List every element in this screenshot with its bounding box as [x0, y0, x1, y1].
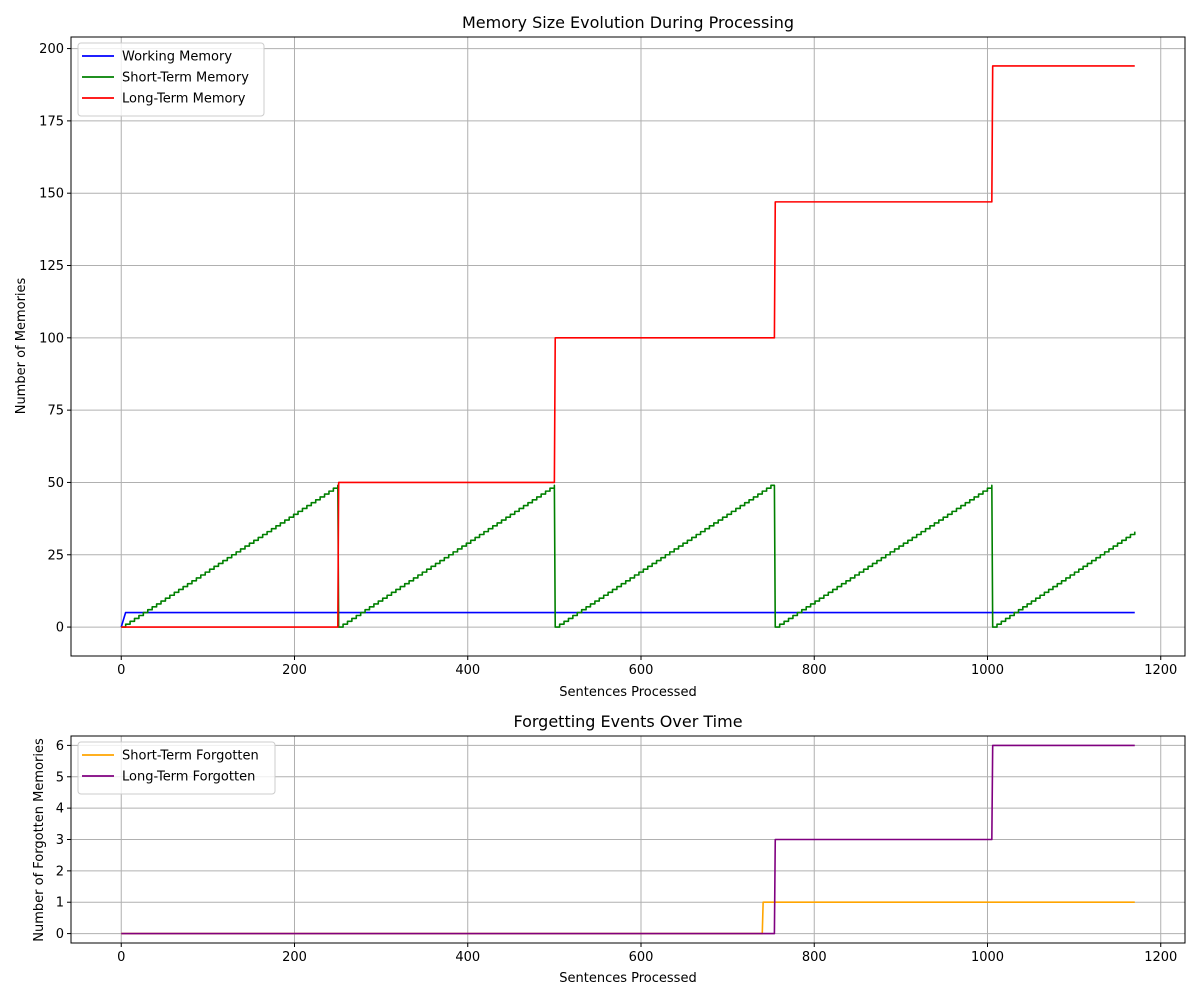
memory-size-chart: Memory Size Evolution During Processing … — [14, 13, 1186, 700]
plot-area: 0 200 400 600 800 1000 1200 0 1 2 3 4 5 6 Short-Term F… — [56, 735, 1186, 965]
legend-entry: Working Memory — [122, 50, 232, 65]
x-tick-label: 600 — [629, 663, 654, 678]
legend: Working Memory Short-Term Memory Long-Term… — [77, 42, 265, 117]
plot-frame — [70, 735, 1186, 944]
y-tick-label: 175 — [39, 114, 64, 129]
x-tick-label: 400 — [455, 950, 480, 965]
series-line-short-term-forgotten — [121, 901, 1135, 935]
x-tick-label: 600 — [629, 950, 654, 965]
x-axis-label: Sentences Processed — [559, 685, 696, 700]
legend-frame — [77, 741, 276, 795]
legend-entry: Short-Term Forgotten — [122, 749, 259, 764]
plot-frame — [70, 36, 1186, 657]
y-tick-label: 50 — [47, 476, 64, 491]
y-tick-label: 25 — [47, 548, 64, 563]
plot-area: 0 200 400 600 800 1000 1200 0 25 50 75 100 125 150 175… — [39, 36, 1186, 678]
x-tick-label: 400 — [455, 663, 480, 678]
y-tick-label: 100 — [39, 331, 64, 346]
y-tick-label: 0 — [56, 621, 64, 636]
x-tick-label: 1200 — [1144, 663, 1177, 678]
x-axis-label: Sentences Processed — [559, 971, 696, 986]
x-tick-label: 0 — [117, 950, 125, 965]
y-tick-label: 200 — [39, 42, 64, 57]
legend-entry: Short-Term Memory — [122, 71, 249, 86]
legend-entry: Long-Term Memory — [122, 92, 246, 107]
y-tick-label: 3 — [56, 833, 64, 848]
series-line-long-term-memory — [121, 65, 1135, 628]
chart-title: Memory Size Evolution During Processing — [462, 13, 794, 32]
y-tick-label: 75 — [47, 404, 64, 419]
y-tick-label: 1 — [56, 896, 64, 911]
series-line-long-term-forgotten — [121, 744, 1135, 935]
x-tick-label: 0 — [117, 663, 125, 678]
y-tick-label: 125 — [39, 259, 64, 274]
y-axis-label: Number of Memories — [14, 277, 29, 414]
x-tick-label: 1000 — [971, 950, 1004, 965]
legend-frame — [77, 42, 265, 117]
y-tick-label: 4 — [56, 802, 64, 817]
series-line-working-memory — [120, 611, 1135, 628]
y-tick-label: 0 — [56, 927, 64, 942]
legend-entry: Long-Term Forgotten — [122, 770, 255, 785]
forgetting-events-chart: Forgetting Events Over Time Sentences Pr… — [32, 712, 1186, 986]
y-tick-label: 6 — [56, 739, 64, 754]
x-tick-label: 1200 — [1144, 950, 1177, 965]
x-tick-label: 800 — [802, 663, 827, 678]
y-tick-label: 2 — [56, 864, 64, 879]
y-tick-label: 5 — [56, 770, 64, 785]
chart-title: Forgetting Events Over Time — [513, 712, 742, 731]
x-tick-label: 200 — [282, 663, 307, 678]
x-tick-label: 200 — [282, 950, 307, 965]
series-line-short-term-memory — [121, 484, 1136, 628]
x-tick-label: 1000 — [971, 663, 1004, 678]
x-tick-label: 800 — [802, 950, 827, 965]
y-tick-label: 150 — [39, 187, 64, 202]
legend: Short-Term Forgotten Long-Term Forgotten — [77, 741, 276, 795]
y-axis-label: Number of Forgotten Memories — [32, 738, 47, 942]
